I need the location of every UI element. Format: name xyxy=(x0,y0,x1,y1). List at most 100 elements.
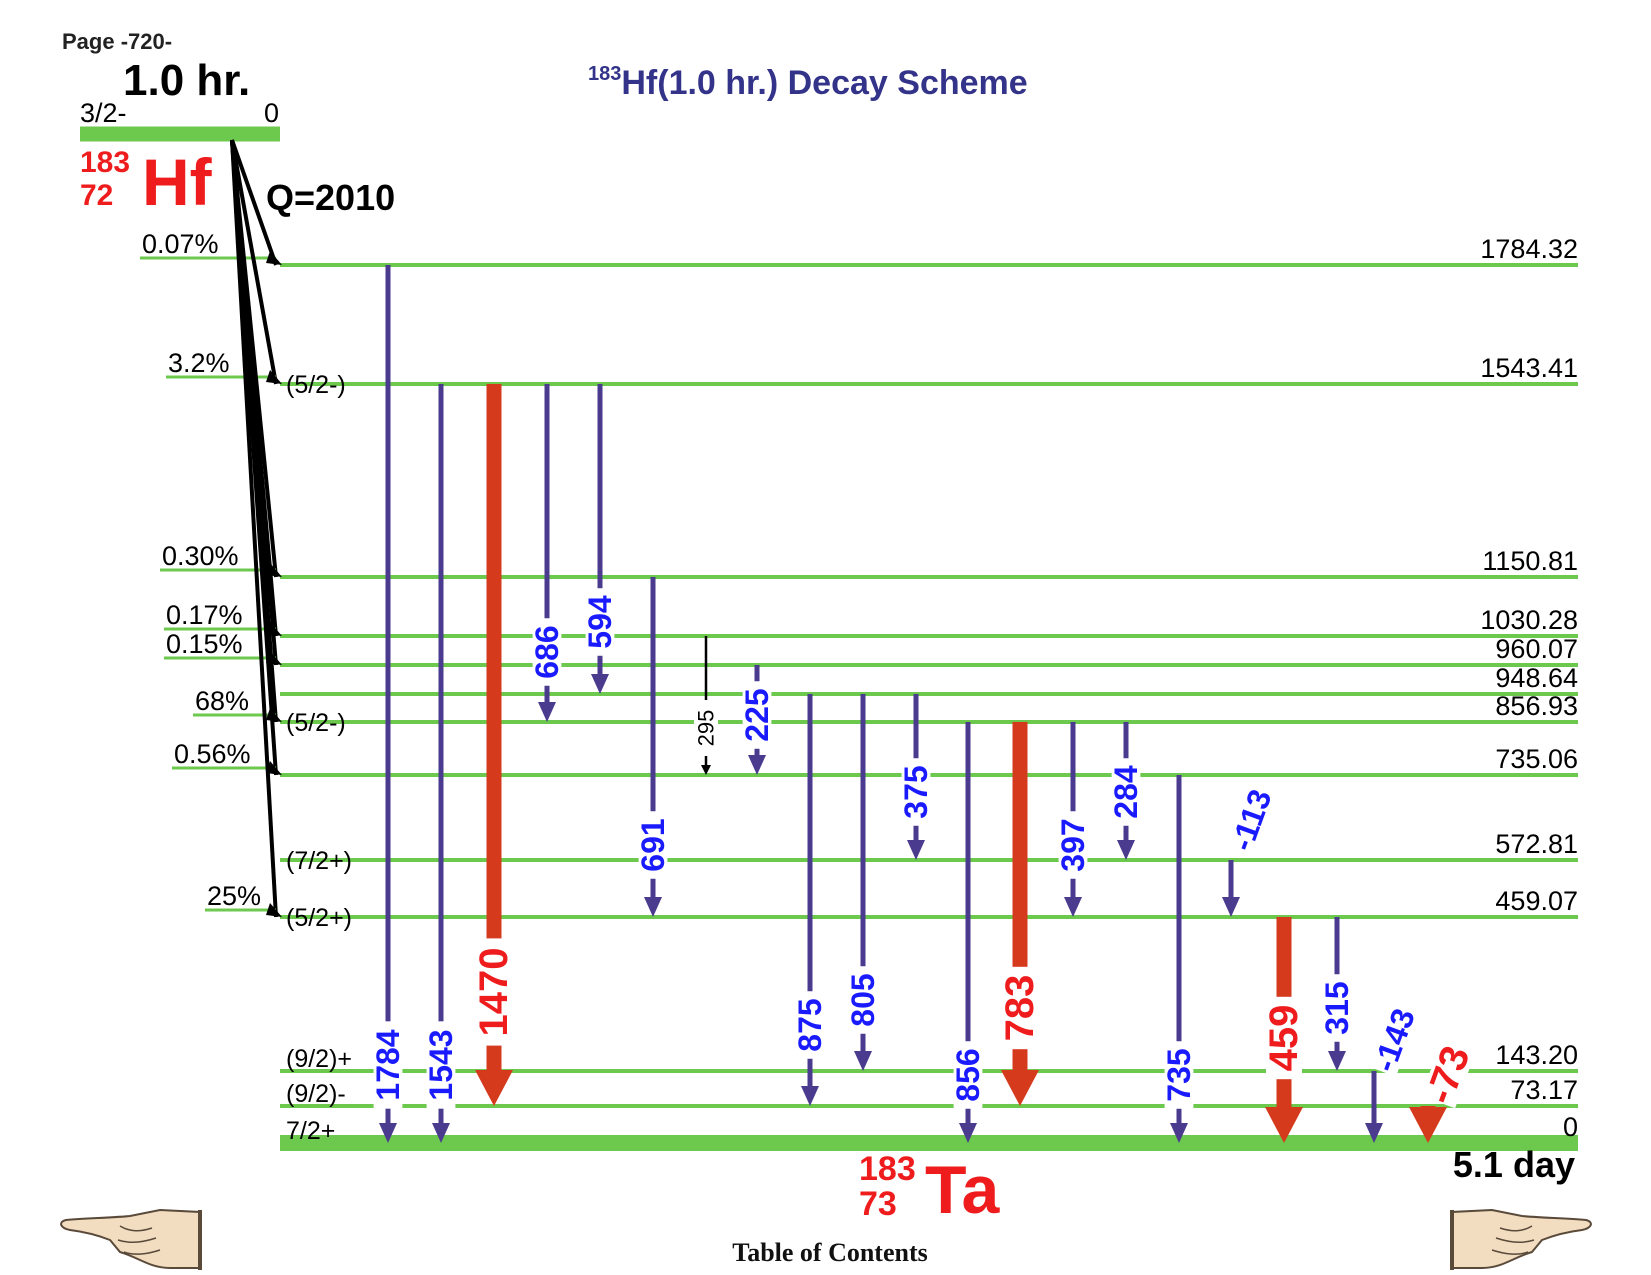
parent-atomic-number: 72 xyxy=(80,179,113,212)
gamma-label-bg-315 xyxy=(1322,974,1352,1042)
level-spin-1543-41: (5/2-) xyxy=(286,371,346,399)
gamma-energy-label-225: 225 xyxy=(739,688,775,741)
daughter-nuclide-symbol: 183 73 Ta xyxy=(859,1150,1000,1228)
gamma-label-bg-875 xyxy=(795,991,825,1059)
gamma-397: 397 xyxy=(1055,722,1091,917)
gamma-805: 805 xyxy=(845,694,881,1071)
gamma-energy-label-805: 805 xyxy=(845,973,881,1026)
gamma-143: -143 xyxy=(1365,1003,1422,1143)
gamma-label-bg-375 xyxy=(901,758,931,826)
gamma-arrowhead-875 xyxy=(801,1086,819,1106)
level-spin-73-17: (9/2)- xyxy=(286,1080,346,1108)
gamma-225: 225 xyxy=(739,665,775,775)
parent-energy: 0 xyxy=(264,98,279,128)
gamma-arrowhead-1784 xyxy=(379,1123,397,1143)
gamma-arrowhead-1543 xyxy=(432,1123,450,1143)
gamma-686: 686 xyxy=(529,384,565,722)
level-spin-856-93: (5/2-) xyxy=(286,709,346,737)
gamma-label-bg-1543 xyxy=(426,1021,456,1109)
beta-intensity-1150-81: 0.30% xyxy=(162,541,239,571)
beta-intensity-459-07: 25% xyxy=(207,881,261,911)
level-energy-948-64: 948.64 xyxy=(1495,663,1578,693)
gamma-label-bg-143 xyxy=(1368,1003,1420,1077)
gamma-113: -113 xyxy=(1222,783,1279,917)
level-energy-0: 0 xyxy=(1563,1112,1578,1142)
daughter-mass-number: 183 xyxy=(859,1150,916,1188)
diagram-title: 183Hf(1.0 hr.) Decay Scheme xyxy=(588,63,1028,102)
gamma-label-bg-284 xyxy=(1111,758,1141,826)
gamma-arrowhead-856 xyxy=(959,1123,977,1143)
gamma-energy-label-1784: 1784 xyxy=(370,1029,406,1100)
gamma-label-bg-856 xyxy=(953,1041,983,1109)
gamma-label-bg-397 xyxy=(1058,811,1088,879)
parent-mass-number: 183 xyxy=(80,146,130,179)
previous-page-button[interactable] xyxy=(60,1208,202,1270)
gamma-arrowhead-113 xyxy=(1222,897,1240,917)
level-energy-1150-81: 1150.81 xyxy=(1482,546,1578,576)
gamma-875: 875 xyxy=(792,694,828,1106)
beta-branch-line-459-07 xyxy=(230,139,278,918)
gamma-856: 856 xyxy=(950,722,986,1143)
gamma-arrowhead-783 xyxy=(1001,1070,1039,1106)
beta-branch-line-1784-32 xyxy=(230,139,278,266)
level-energy-856-93: 856.93 xyxy=(1495,691,1578,721)
gamma-arrowhead-691 xyxy=(644,897,662,917)
gamma-375: 375 xyxy=(898,694,934,860)
beta-arrowhead-1784-32 xyxy=(266,251,282,265)
gamma-energy-label-594: 594 xyxy=(582,595,618,649)
level-energy-73-17: 73.17 xyxy=(1510,1075,1578,1105)
beta-arrowhead-1543-41 xyxy=(266,370,282,384)
level-spin-572-81: (7/2+) xyxy=(286,847,352,875)
gamma-label-bg-1784 xyxy=(373,1021,403,1109)
level-spin-0: 7/2+ xyxy=(286,1117,335,1145)
gamma-arrowhead-143 xyxy=(1365,1123,1383,1143)
gamma-energy-label-73: -73 xyxy=(1417,1040,1478,1109)
table-of-contents-link[interactable]: Table of Contents xyxy=(732,1238,928,1267)
gamma-label-bg-691 xyxy=(638,811,668,879)
parent-nuclide-symbol: 183 72 Hf xyxy=(80,145,213,219)
gamma-arrowhead-284 xyxy=(1117,840,1135,860)
gamma-arrowhead-594 xyxy=(591,674,609,694)
gamma-energy-label-1470: 1470 xyxy=(472,948,516,1037)
beta-intensity-735-06: 0.56% xyxy=(174,739,251,769)
gamma-arrowhead-375 xyxy=(907,840,925,860)
gamma-arrowhead-315 xyxy=(1328,1051,1346,1071)
gamma-label-bg-295 xyxy=(694,700,718,756)
gamma-energy-label-143: -143 xyxy=(1366,1004,1422,1076)
daughter-element-symbol: Ta xyxy=(925,1152,1000,1228)
beta-intensity-856-93: 68% xyxy=(195,686,249,716)
q-value: Q=2010 xyxy=(266,177,395,218)
daughter-atomic-number: 73 xyxy=(859,1185,897,1223)
gamma-energy-label-315: 315 xyxy=(1319,981,1355,1034)
gamma-691: 691 xyxy=(635,577,671,917)
gamma-1784: 1784 xyxy=(370,265,406,1143)
next-page-button[interactable] xyxy=(1450,1208,1592,1270)
gamma-1543: 1543 xyxy=(423,384,459,1143)
gamma-arrowhead-225 xyxy=(748,755,766,775)
gamma-arrowhead-295 xyxy=(701,765,711,775)
level-energy-1543-41: 1543.41 xyxy=(1480,353,1578,383)
gamma-459: 459 xyxy=(1262,917,1306,1143)
gamma-arrowhead-73 xyxy=(1409,1107,1447,1143)
gamma-energy-label-295: 295 xyxy=(694,710,719,747)
gamma-arrowhead-459 xyxy=(1265,1107,1303,1143)
gamma-arrowhead-735 xyxy=(1170,1123,1188,1143)
level-energy-960-07: 960.07 xyxy=(1495,634,1578,664)
gamma-arrowhead-397 xyxy=(1064,897,1082,917)
gamma-783: 783 xyxy=(998,722,1042,1106)
gamma-transitions: 1784 1543 1470 686 594 691 295 225 875 805 375 856 7… xyxy=(370,265,1479,1143)
beta-intensity-1030-28: 0.17% xyxy=(166,600,243,630)
gamma-735: 735 xyxy=(1161,775,1197,1143)
gamma-energy-label-783: 783 xyxy=(998,975,1042,1042)
title-text: Hf(1.0 hr.) Decay Scheme xyxy=(621,64,1027,102)
pointing-hand-right-icon xyxy=(1450,1208,1592,1270)
level-spin-459-07: (5/2+) xyxy=(286,904,352,932)
gamma-1470: 1470 xyxy=(472,384,516,1106)
gamma-energy-label-856: 856 xyxy=(950,1048,986,1101)
level-spin-143-20: (9/2)+ xyxy=(286,1045,352,1073)
gamma-arrowhead-805 xyxy=(854,1051,872,1071)
gamma-label-bg-225 xyxy=(742,681,772,749)
level-energy-1030-28: 1030.28 xyxy=(1480,605,1578,635)
gamma-label-bg-805 xyxy=(848,966,878,1034)
